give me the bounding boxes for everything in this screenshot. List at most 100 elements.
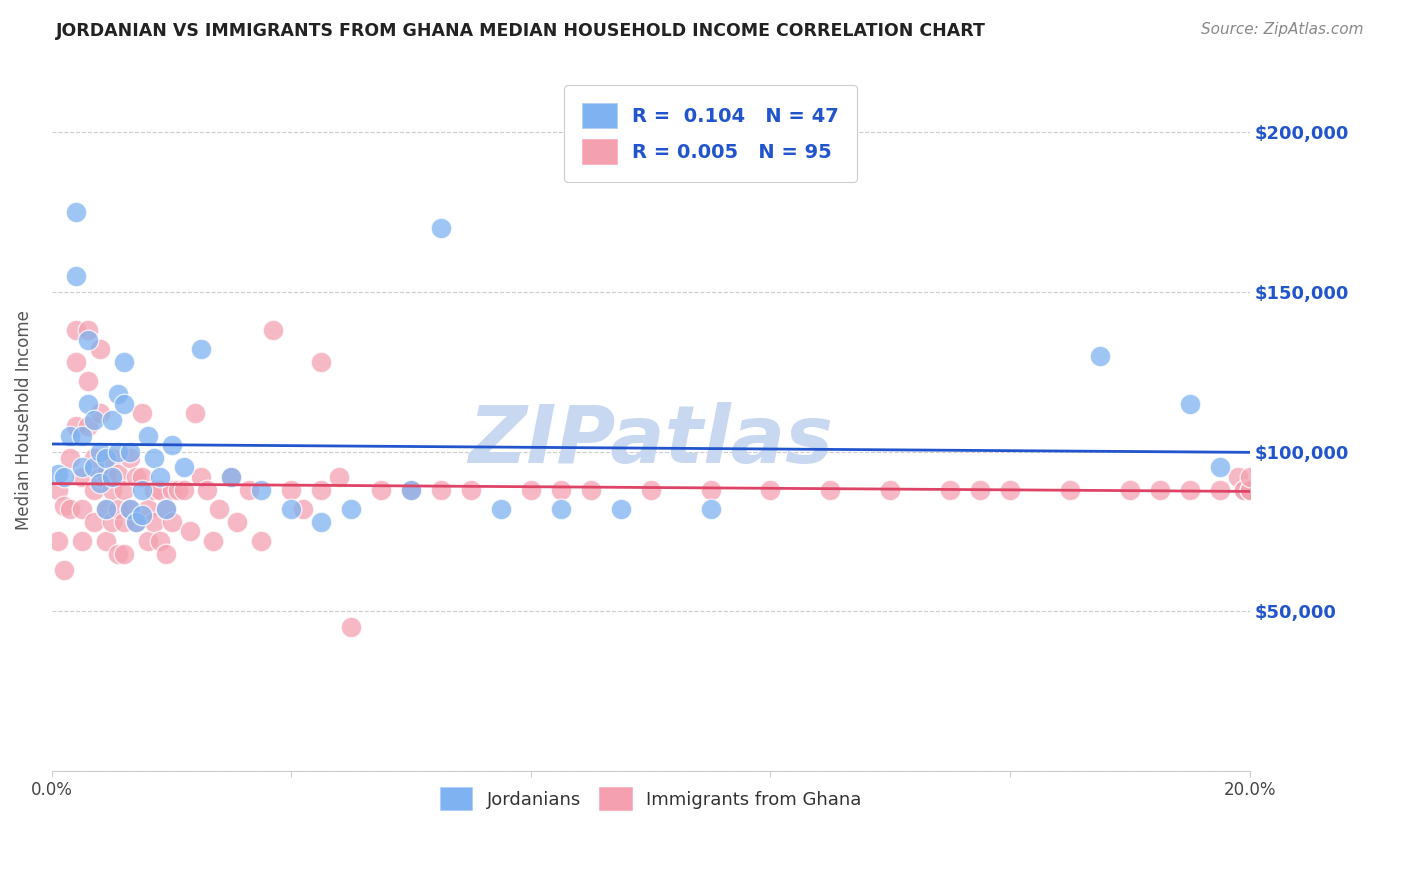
Point [197, 483, 219, 497]
Point [142, 450, 165, 465]
Point [190, 470, 212, 484]
Point [328, 470, 350, 484]
Point [83, 515, 105, 529]
Point [89, 406, 111, 420]
Point [46, 533, 69, 548]
Point [118, 502, 141, 516]
Point [83, 483, 105, 497]
Point [94, 467, 117, 481]
Point [112, 397, 135, 411]
Point [1178, 397, 1201, 411]
Point [89, 343, 111, 357]
Point [340, 620, 363, 634]
Point [1232, 483, 1254, 497]
Point [148, 470, 170, 484]
Point [118, 502, 141, 516]
Point [160, 515, 183, 529]
Point [280, 483, 302, 497]
Point [100, 483, 122, 497]
Point [1149, 483, 1171, 497]
Point [460, 483, 482, 497]
Point [221, 470, 243, 484]
Point [76, 397, 98, 411]
Point [70, 460, 93, 475]
Point [550, 502, 572, 516]
Point [340, 502, 363, 516]
Point [1239, 483, 1261, 497]
Point [136, 533, 159, 548]
Point [155, 502, 177, 516]
Point [262, 323, 284, 337]
Point [160, 438, 183, 452]
Point [1119, 483, 1142, 497]
Point [52, 470, 75, 484]
Point [83, 450, 105, 465]
Point [76, 374, 98, 388]
Point [76, 323, 98, 337]
Point [820, 483, 842, 497]
Point [399, 483, 422, 497]
Point [250, 533, 273, 548]
Point [136, 502, 159, 516]
Point [1232, 483, 1254, 497]
Point [184, 406, 207, 420]
Point [52, 563, 75, 577]
Point [166, 483, 188, 497]
Point [94, 502, 117, 516]
Text: JORDANIAN VS IMMIGRANTS FROM GHANA MEDIAN HOUSEHOLD INCOME CORRELATION CHART: JORDANIAN VS IMMIGRANTS FROM GHANA MEDIA… [56, 22, 986, 40]
Point [118, 450, 141, 465]
Point [879, 483, 901, 497]
Point [94, 450, 117, 465]
Point [1226, 470, 1249, 484]
Point [112, 515, 135, 529]
Point [1178, 483, 1201, 497]
Point [160, 483, 183, 497]
Point [640, 483, 662, 497]
Point [609, 502, 631, 516]
Point [94, 502, 117, 516]
Point [1088, 349, 1111, 363]
Point [1239, 470, 1261, 484]
Point [112, 547, 135, 561]
Point [76, 419, 98, 434]
Point [124, 515, 146, 529]
Point [100, 470, 122, 484]
Text: Source: ZipAtlas.com: Source: ZipAtlas.com [1201, 22, 1364, 37]
Point [579, 483, 602, 497]
Point [65, 323, 87, 337]
Point [46, 467, 69, 481]
Point [550, 483, 572, 497]
Y-axis label: Median Household Income: Median Household Income [15, 310, 32, 530]
Point [107, 387, 129, 401]
Point [107, 502, 129, 516]
Point [969, 483, 991, 497]
Point [1208, 460, 1230, 475]
Point [208, 502, 231, 516]
Point [173, 483, 195, 497]
Point [59, 428, 82, 442]
Point [131, 406, 153, 420]
Point [309, 483, 332, 497]
Point [107, 547, 129, 561]
Point [250, 483, 273, 497]
Point [131, 483, 153, 497]
Point [59, 502, 82, 516]
Point [155, 547, 177, 561]
Point [83, 412, 105, 426]
Point [65, 268, 87, 283]
Point [89, 476, 111, 491]
Point [179, 524, 201, 539]
Point [142, 483, 165, 497]
Point [1239, 483, 1261, 497]
Point [59, 450, 82, 465]
Point [148, 533, 170, 548]
Point [70, 533, 93, 548]
Point [89, 444, 111, 458]
Point [70, 502, 93, 516]
Point [65, 205, 87, 219]
Point [292, 502, 315, 516]
Point [939, 483, 962, 497]
Point [100, 412, 122, 426]
Point [94, 533, 117, 548]
Point [124, 515, 146, 529]
